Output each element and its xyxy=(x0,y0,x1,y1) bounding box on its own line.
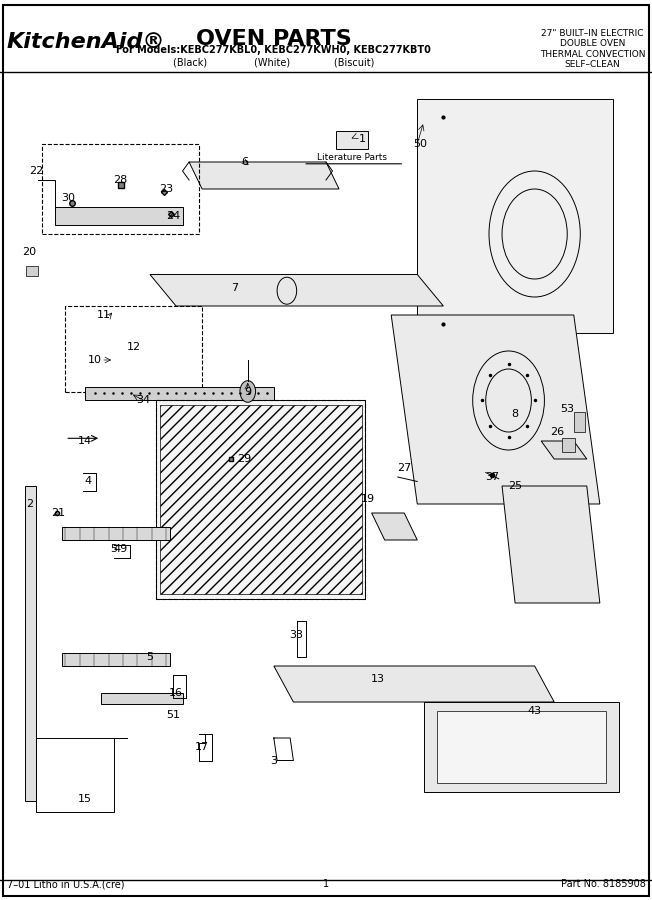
Text: 7–01 Litho in U.S.A.(cre): 7–01 Litho in U.S.A.(cre) xyxy=(7,879,124,889)
Text: (Black)               (White)              (Biscuit): (Black) (White) (Biscuit) xyxy=(173,58,374,68)
Text: 50: 50 xyxy=(413,139,428,149)
Text: 17: 17 xyxy=(195,742,209,752)
Text: Literature Parts: Literature Parts xyxy=(317,153,387,162)
Text: KitchenAid®: KitchenAid® xyxy=(7,32,165,51)
Polygon shape xyxy=(502,486,600,603)
Text: 6: 6 xyxy=(241,157,248,167)
Text: For Models:KEBC277KBL0, KEBC277KWH0, KEBC277KBT0: For Models:KEBC277KBL0, KEBC277KWH0, KEB… xyxy=(117,45,431,55)
Text: 51: 51 xyxy=(166,710,180,721)
Polygon shape xyxy=(55,207,183,225)
Polygon shape xyxy=(391,315,600,504)
FancyBboxPatch shape xyxy=(417,99,613,333)
Text: 12: 12 xyxy=(126,341,141,352)
Text: 16: 16 xyxy=(169,688,183,698)
Text: 1: 1 xyxy=(323,879,329,889)
Polygon shape xyxy=(101,693,183,704)
Text: 28: 28 xyxy=(113,175,128,185)
Text: 5: 5 xyxy=(147,652,153,662)
Text: 25: 25 xyxy=(508,481,522,491)
Polygon shape xyxy=(62,652,170,666)
Text: 29: 29 xyxy=(237,454,252,464)
Polygon shape xyxy=(437,711,606,783)
Text: 10: 10 xyxy=(87,355,102,365)
Polygon shape xyxy=(156,400,365,598)
Text: 15: 15 xyxy=(78,794,92,805)
Polygon shape xyxy=(336,130,368,148)
Text: 34: 34 xyxy=(136,395,151,406)
Text: 2: 2 xyxy=(26,499,33,509)
Text: 24: 24 xyxy=(166,211,180,221)
Text: 5: 5 xyxy=(111,544,117,554)
Text: 37: 37 xyxy=(485,472,499,482)
Text: Part No. 8185908: Part No. 8185908 xyxy=(561,879,645,889)
Bar xyxy=(26,266,38,276)
Polygon shape xyxy=(424,702,619,792)
Polygon shape xyxy=(150,274,443,306)
Text: 33: 33 xyxy=(289,629,304,640)
Text: 4: 4 xyxy=(85,476,91,487)
Text: 14: 14 xyxy=(78,436,92,446)
Text: 3: 3 xyxy=(271,755,277,766)
Polygon shape xyxy=(85,387,274,400)
Text: 23: 23 xyxy=(159,184,173,194)
Text: 11: 11 xyxy=(97,310,111,320)
Text: 20: 20 xyxy=(22,247,37,257)
Text: 1: 1 xyxy=(359,134,365,145)
Text: 21: 21 xyxy=(52,508,66,518)
Text: 7: 7 xyxy=(231,283,238,293)
Text: 8: 8 xyxy=(512,409,518,419)
Text: 19: 19 xyxy=(361,494,376,505)
Polygon shape xyxy=(274,666,554,702)
Text: 26: 26 xyxy=(550,427,565,437)
Bar xyxy=(574,412,585,432)
Polygon shape xyxy=(372,513,417,540)
Polygon shape xyxy=(62,526,170,540)
Text: 27: 27 xyxy=(397,463,411,473)
Text: 49: 49 xyxy=(113,544,128,554)
Bar xyxy=(562,438,575,452)
Polygon shape xyxy=(189,162,339,189)
Polygon shape xyxy=(25,486,36,801)
Circle shape xyxy=(240,381,256,402)
Text: 13: 13 xyxy=(371,674,385,685)
Text: 9: 9 xyxy=(244,386,251,397)
Text: 30: 30 xyxy=(61,193,76,203)
Text: 22: 22 xyxy=(29,166,43,176)
Text: 27" BUILT–IN ELECTRIC
DOUBLE OVEN
THERMAL CONVECTION
SELF–CLEAN: 27" BUILT–IN ELECTRIC DOUBLE OVEN THERMA… xyxy=(540,29,645,69)
Polygon shape xyxy=(541,441,587,459)
Text: OVEN PARTS: OVEN PARTS xyxy=(196,29,351,49)
Text: 53: 53 xyxy=(560,404,574,415)
Text: 43: 43 xyxy=(527,706,542,716)
